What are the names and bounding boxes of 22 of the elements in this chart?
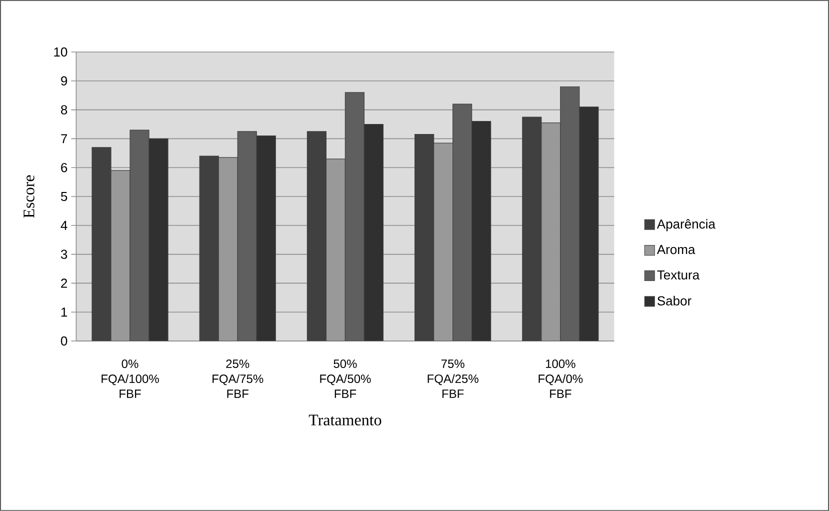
y-tick-label: 8 (61, 105, 68, 114)
legend-label: Textura (657, 270, 700, 280)
y-tick-label: 0 (60, 336, 68, 346)
x-axis-title: Tratamento (308, 414, 382, 426)
x-tick-label: 0% FQA/100% FBF (102, 360, 159, 398)
legend-label: Sabor (658, 296, 692, 306)
y-tick-label: 5 (60, 192, 68, 202)
x-tick-label: 50% FQA/50% FBF (320, 360, 371, 398)
y-tick-label: 3 (60, 250, 68, 259)
y-tick-label: 7 (61, 134, 68, 144)
y-tick-label: 1 (61, 308, 68, 317)
x-tick-label: 100% FQA/0% FBF (538, 360, 583, 398)
x-tick-label: 25% FQA/75% FBF (212, 360, 264, 398)
legend-label: Aroma (656, 245, 696, 254)
legend-label: Aparência (656, 219, 716, 232)
y-tick-label: 6 (61, 162, 68, 172)
x-tick-label: 75% FQA/25% FBF (428, 360, 478, 398)
y-tick-label: 4 (60, 220, 68, 230)
y-tick-label: 2 (61, 278, 68, 288)
y-tick-label: 9 (61, 76, 68, 86)
y-axis-title: Escore (24, 175, 34, 218)
y-tick-label: 10 (54, 47, 68, 57)
